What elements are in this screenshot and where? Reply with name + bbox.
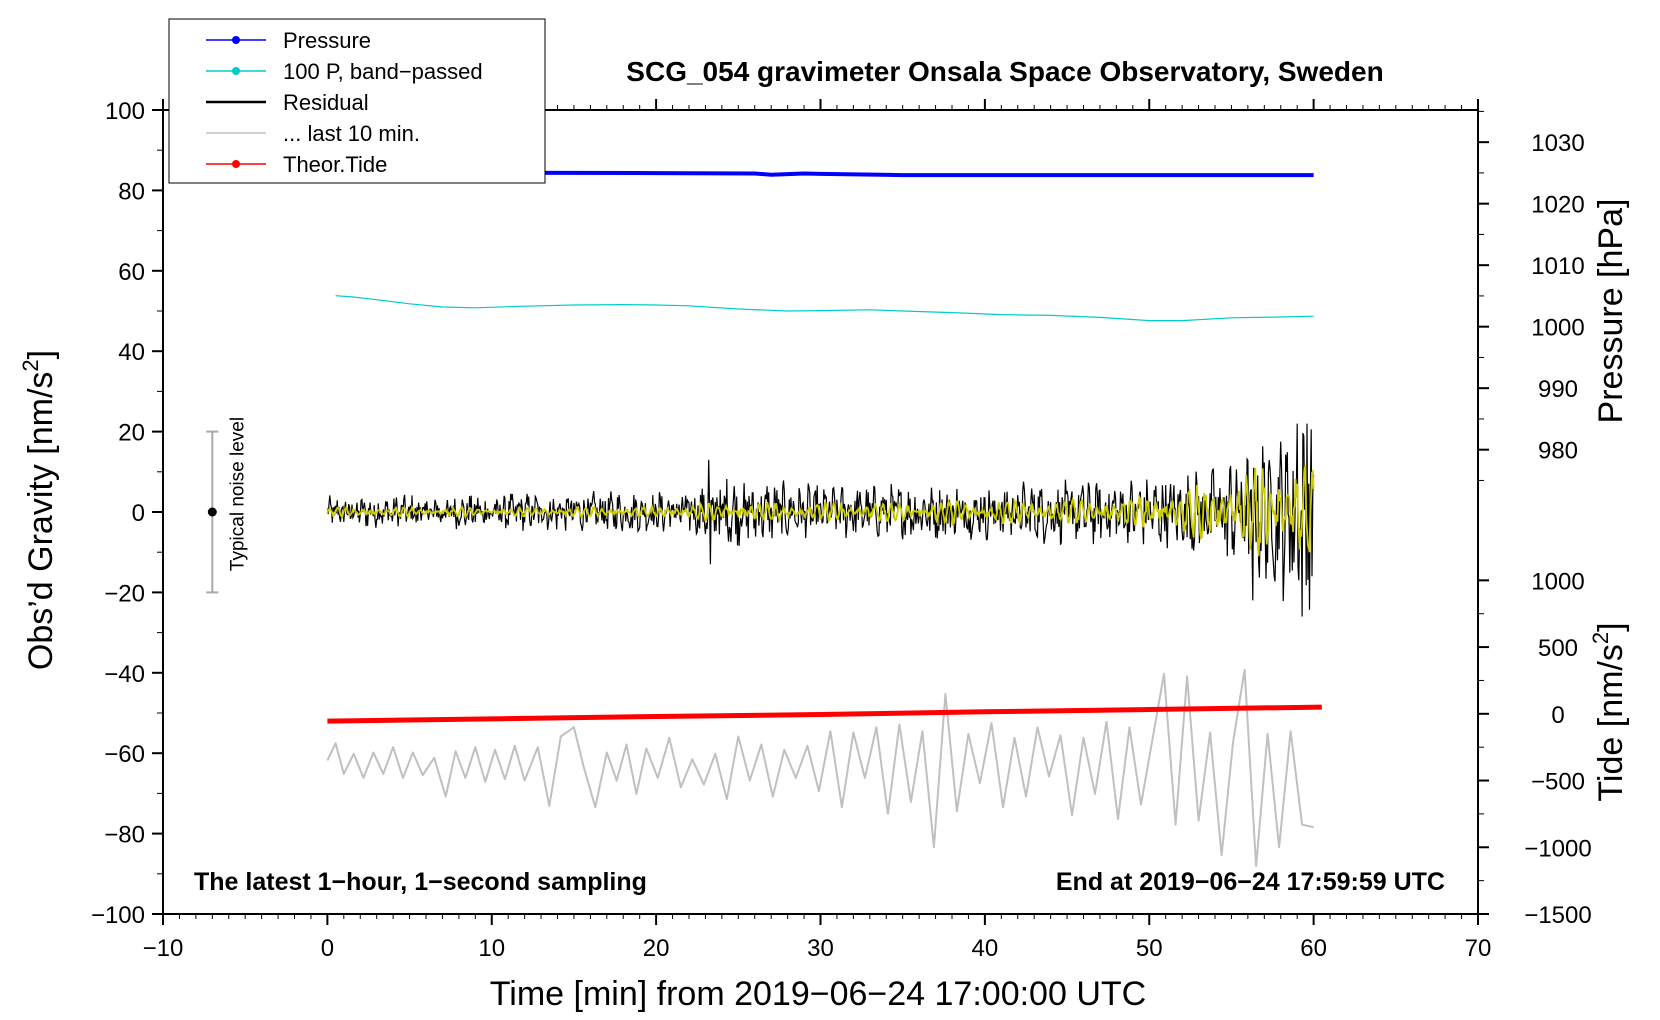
- tide-tick-label: 500: [1538, 635, 1578, 662]
- legend-label: 100 P, band−passed: [283, 59, 483, 84]
- x-tick-label: 30: [807, 935, 834, 962]
- y-axis-title-gravity-end: ]: [22, 350, 60, 359]
- x-tick-label: −10: [143, 935, 184, 962]
- y-tick-label: −100: [91, 902, 145, 929]
- x-tick-label: 10: [478, 935, 505, 962]
- legend-marker-0: [232, 36, 240, 44]
- pressure-tick-label: 1020: [1531, 192, 1584, 219]
- y-tick-label: −60: [104, 741, 145, 768]
- x-tick-label: 70: [1465, 935, 1492, 962]
- tide-tick-label: −1000: [1524, 835, 1591, 862]
- series-residual-smoothed: [326, 464, 1315, 557]
- pressure-tick-label: 1030: [1531, 130, 1584, 157]
- y-axis-title-tide: Tide [nm/s2]: [1588, 622, 1630, 801]
- legend-marker-4: [232, 160, 240, 168]
- x-tick-label: 40: [972, 935, 999, 962]
- legend-label: ... last 10 min.: [283, 121, 420, 146]
- series-theor-tide: [327, 704, 1322, 724]
- legend: Pressure 100 P, band−passed Residual ... la…: [168, 18, 546, 184]
- x-tick-label: 20: [643, 935, 670, 962]
- chart-title: SCG_054 gravimeter Onsala Space Observat…: [626, 56, 1383, 87]
- noise-indicator: Typical noise level: [206, 417, 248, 594]
- legend-label: Pressure: [283, 28, 371, 53]
- y-tick-label: 0: [132, 500, 145, 527]
- x-tick-label: 60: [1300, 935, 1327, 962]
- y-tick-label: 20: [118, 420, 145, 447]
- y-tick-label: 60: [118, 259, 145, 286]
- legend-marker-1: [232, 67, 240, 75]
- x-tick-label: 50: [1136, 935, 1163, 962]
- annotation-end-time: End at 2019−06−24 17:59:59 UTC: [1056, 868, 1445, 896]
- noise-level-label: Typical noise level: [227, 417, 248, 571]
- y-axis-title-tide-end: ]: [1592, 622, 1630, 631]
- tide-tick-label: −1500: [1524, 902, 1591, 929]
- tide-tick-label: 1000: [1531, 568, 1584, 595]
- y-tick-label: −40: [104, 661, 145, 688]
- axes-layer: −10 0 10 20 30 40 50 60 70−100−80−60−40−20020406…: [91, 98, 1592, 962]
- legend-label: Theor.Tide: [283, 152, 387, 177]
- y-tick-label: 80: [118, 178, 145, 205]
- series-pressure: [327, 170, 1314, 178]
- tide-tick-label: 0: [1551, 702, 1564, 729]
- pressure-tick-label: 1000: [1531, 315, 1584, 342]
- y-axis-title-tide-text: Tide [nm/s: [1592, 644, 1630, 801]
- pressure-tick-label: 980: [1538, 438, 1578, 465]
- y-axis-title-gravity-sup: 2: [18, 359, 43, 371]
- y-tick-label: 100: [105, 98, 145, 125]
- annotation-sampling: The latest 1−hour, 1−second sampling: [194, 868, 647, 896]
- y-axis-title-tide-sup: 2: [1588, 632, 1613, 644]
- pressure-tick-label: 990: [1538, 376, 1578, 403]
- series-100-p-band-passed: [335, 295, 1314, 322]
- tide-tick-label: −500: [1531, 769, 1585, 796]
- y-axis-title-pressure: Pressure [hPa]: [1592, 199, 1630, 424]
- x-axis-title: Time [min] from 2019−06−24 17:00:00 UTC: [490, 975, 1146, 1013]
- series-layer: [326, 170, 1322, 867]
- series--last-10-min-: [326, 668, 1314, 867]
- noise-center-dot: [207, 507, 217, 517]
- legend-label: Residual: [283, 90, 369, 115]
- series-residual: [326, 423, 1315, 617]
- legend-entries: Pressure 100 P, band−passed Residual ... la…: [206, 28, 483, 177]
- y-tick-label: 40: [118, 339, 145, 366]
- y-axis-title-gravity-text: Obs’d Gravity [nm/s: [22, 372, 60, 671]
- y-tick-label: −80: [104, 822, 145, 849]
- y-tick-label: −20: [104, 580, 145, 607]
- x-tick-label: 0: [321, 935, 334, 962]
- pressure-tick-label: 1010: [1531, 253, 1584, 280]
- y-axis-title-gravity: Obs’d Gravity [nm/s2]: [18, 350, 60, 670]
